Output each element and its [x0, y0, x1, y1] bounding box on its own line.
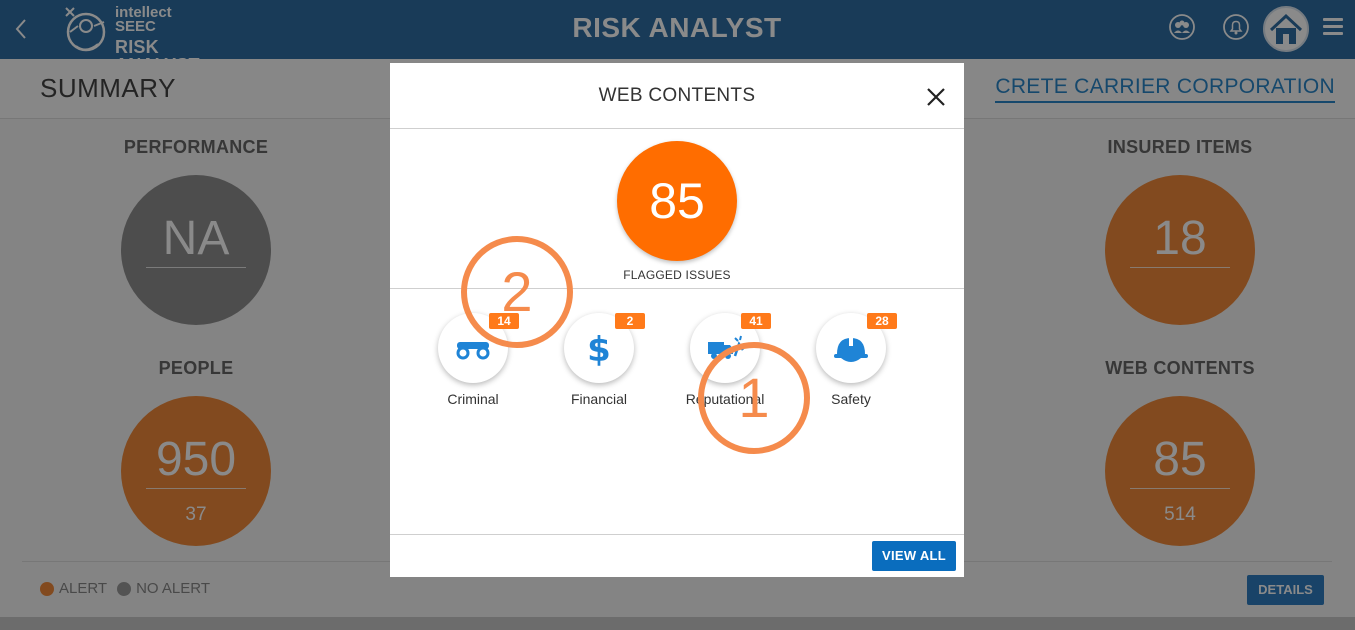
stat-divider: [146, 267, 246, 268]
chevron-left-icon: [15, 19, 26, 39]
bell-icon[interactable]: [1223, 14, 1249, 40]
owl-logo-icon: [65, 7, 106, 52]
hard-hat-icon: [834, 336, 868, 362]
footer-band: [0, 617, 1355, 630]
home-avatar-icon: [1269, 13, 1303, 44]
stat-divider: [1130, 488, 1230, 489]
modal-title: WEB CONTENTS: [598, 85, 756, 106]
web-contents-title: WEB CONTENTS: [1105, 358, 1255, 378]
stat-divider: [146, 488, 246, 489]
handcuffs-icon: [456, 342, 490, 360]
people-title: PEOPLE: [158, 358, 234, 378]
page-title: SUMMARY: [40, 73, 176, 103]
people-circle[interactable]: 950 37: [121, 396, 271, 546]
modal-header: WEB CONTENTS: [390, 63, 964, 129]
no-alert-dot-icon: [117, 581, 132, 596]
annotation-marker-2: 2: [461, 236, 573, 348]
category-label: Safety: [831, 391, 871, 407]
legend-no-alert: NO ALERT: [117, 580, 210, 597]
legend: ALERT NO ALERT: [40, 580, 220, 597]
svg-text:$: $: [587, 330, 611, 368]
company-link[interactable]: CRETE CARRIER CORPORATION: [995, 75, 1335, 103]
web-contents-subvalue: 514: [1164, 504, 1196, 525]
category-safety[interactable]: 28 Safety: [791, 313, 911, 413]
web-contents-circle[interactable]: 85 514: [1105, 396, 1255, 546]
modal-footer: VIEW ALL: [390, 534, 964, 577]
annotation-marker-1: 1: [698, 342, 810, 454]
close-icon[interactable]: [924, 85, 948, 109]
category-count-badge: 28: [867, 313, 897, 329]
user-avatar[interactable]: [1263, 6, 1309, 52]
category-count-badge: 41: [741, 313, 771, 329]
insured-items-value: 18: [1153, 212, 1207, 265]
insured-items-title: INSURED ITEMS: [1107, 137, 1253, 157]
flagged-section: 85 FLAGGED ISSUES: [390, 129, 964, 289]
legend-no-alert-label: NO ALERT: [136, 580, 210, 597]
app-title: RISK ANALYST: [572, 12, 782, 43]
performance-title: PERFORMANCE: [123, 137, 269, 157]
category-label: Criminal: [447, 391, 499, 407]
flagged-label: FLAGGED ISSUES: [623, 268, 731, 282]
legend-alert-label: ALERT: [59, 580, 108, 597]
hamburger-menu-icon[interactable]: [1323, 18, 1343, 36]
insured-items-circle[interactable]: 18: [1105, 175, 1255, 325]
category-count-badge: 2: [615, 313, 645, 329]
dollar-icon: $: [587, 330, 611, 368]
details-button[interactable]: DETAILS: [1247, 575, 1324, 605]
logo-text-intellect: intellect: [115, 4, 172, 21]
performance-value: NA: [162, 212, 230, 265]
logo-text-seec: SEEC: [115, 18, 156, 35]
category-label: Financial: [570, 391, 628, 407]
category-financial[interactable]: $ 2 Financial: [539, 313, 659, 413]
stat-divider: [1130, 267, 1230, 268]
view-all-button[interactable]: VIEW ALL: [872, 541, 956, 571]
people-value: 950: [155, 433, 237, 486]
performance-circle[interactable]: NA: [121, 175, 271, 325]
flagged-count: 85: [617, 141, 737, 261]
users-group-icon[interactable]: [1169, 14, 1195, 40]
alert-dot-icon: [40, 581, 54, 596]
web-contents-value: 85: [1153, 433, 1207, 486]
back-button[interactable]: [10, 14, 32, 44]
legend-alert: ALERT: [40, 580, 107, 597]
people-subvalue: 37: [185, 504, 207, 525]
